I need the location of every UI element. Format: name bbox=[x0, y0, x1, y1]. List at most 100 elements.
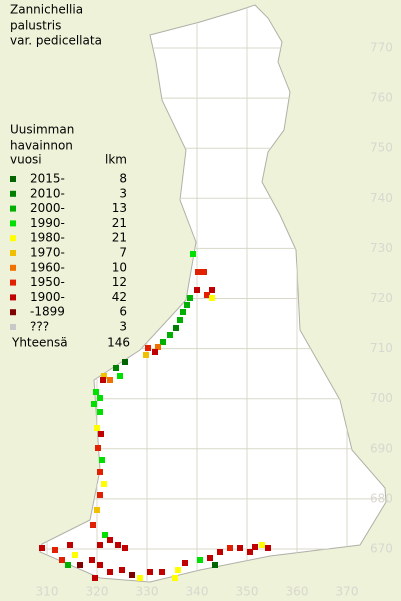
legend-label: 2000- bbox=[30, 201, 65, 215]
legend-count: 6 bbox=[119, 305, 127, 319]
legend-header: Uusimman bbox=[10, 123, 74, 137]
observation bbox=[180, 309, 186, 315]
legend-swatch bbox=[10, 176, 16, 182]
observation bbox=[91, 401, 97, 407]
observation bbox=[247, 549, 253, 555]
observation bbox=[145, 345, 151, 351]
observation bbox=[197, 557, 203, 563]
observation bbox=[187, 295, 193, 301]
y-grid-label: 730 bbox=[370, 241, 393, 255]
legend-swatch bbox=[10, 309, 16, 316]
observation bbox=[97, 542, 103, 548]
observation bbox=[265, 545, 271, 551]
legend-label: 2010- bbox=[30, 186, 65, 200]
y-grid-label: 750 bbox=[370, 141, 393, 155]
total: 146 bbox=[107, 336, 130, 350]
observation bbox=[101, 481, 107, 487]
observation bbox=[98, 431, 104, 437]
legend-swatch bbox=[10, 279, 16, 286]
x-grid-label: 360 bbox=[286, 585, 309, 599]
observation bbox=[209, 287, 215, 293]
legend-label: 1900- bbox=[30, 290, 65, 304]
observation bbox=[129, 572, 135, 578]
grid-labels: 310 320 330 340 350 360 3707707607507407307207… bbox=[36, 41, 393, 599]
x-grid-label: 330 bbox=[136, 585, 159, 599]
observation bbox=[107, 377, 113, 383]
observation bbox=[252, 544, 258, 550]
observation bbox=[175, 567, 181, 573]
observation bbox=[119, 567, 125, 573]
observation bbox=[182, 560, 188, 566]
legend-swatch bbox=[10, 190, 16, 197]
observation bbox=[177, 317, 183, 323]
observation bbox=[97, 395, 103, 401]
observation bbox=[94, 507, 100, 513]
x-grid-label: 320 bbox=[86, 585, 109, 599]
observation bbox=[172, 575, 178, 581]
observation bbox=[59, 557, 65, 563]
legend-count: 12 bbox=[112, 275, 127, 289]
observation bbox=[97, 562, 103, 568]
legend-count: 42 bbox=[112, 290, 127, 304]
observation bbox=[90, 522, 96, 528]
y-grid-label: 720 bbox=[370, 291, 393, 305]
legend-count: 8 bbox=[119, 172, 127, 186]
y-grid-label: 680 bbox=[370, 491, 393, 505]
observation bbox=[67, 542, 73, 548]
observation bbox=[97, 469, 103, 475]
observation bbox=[152, 349, 158, 355]
observation bbox=[115, 542, 121, 548]
observation bbox=[77, 562, 83, 568]
legend-label: 1950- bbox=[30, 275, 65, 289]
legend-swatch bbox=[10, 235, 16, 242]
total-label: Yhteensä bbox=[11, 336, 68, 350]
observation bbox=[194, 287, 200, 293]
observation bbox=[207, 555, 213, 561]
legend-label: 1970- bbox=[30, 246, 65, 260]
observation bbox=[147, 569, 153, 575]
title-line: Zannichellia bbox=[10, 3, 83, 17]
observation bbox=[204, 292, 210, 298]
legend-label: -1899 bbox=[30, 305, 65, 319]
observation bbox=[184, 302, 190, 308]
title-line: var. pedicellata bbox=[10, 34, 102, 48]
x-grid-label: 340 bbox=[186, 585, 209, 599]
legend-col: vuosi bbox=[10, 153, 42, 167]
legend-count: 21 bbox=[112, 216, 127, 230]
observation bbox=[122, 545, 128, 551]
observation bbox=[212, 562, 218, 568]
observation bbox=[89, 557, 95, 563]
observation bbox=[122, 359, 128, 365]
title-line: palustris bbox=[10, 19, 61, 33]
observation bbox=[95, 445, 101, 451]
observation bbox=[173, 325, 179, 331]
observation bbox=[39, 545, 45, 551]
observation bbox=[217, 549, 223, 555]
legend-swatch bbox=[10, 264, 16, 271]
observation bbox=[97, 409, 103, 415]
observation bbox=[195, 269, 201, 275]
legend-swatch bbox=[10, 250, 16, 256]
y-grid-label: 770 bbox=[370, 41, 393, 55]
observation bbox=[160, 339, 166, 345]
observation bbox=[155, 344, 161, 350]
y-grid-label: 670 bbox=[370, 542, 393, 556]
title: Zannichellia palustris var. pedicellata bbox=[10, 3, 102, 48]
legend-label: 1980- bbox=[30, 231, 65, 245]
observation bbox=[72, 552, 78, 558]
observation bbox=[52, 547, 58, 553]
legend-swatch bbox=[10, 205, 16, 212]
observation bbox=[137, 575, 143, 581]
y-grid-label: 740 bbox=[370, 191, 393, 205]
legend-count: 7 bbox=[119, 246, 127, 260]
observation bbox=[99, 457, 105, 463]
observations bbox=[39, 251, 271, 581]
observation bbox=[237, 545, 243, 551]
legend-count: 13 bbox=[112, 201, 127, 215]
observation bbox=[101, 373, 107, 379]
legend-count: 3 bbox=[119, 320, 127, 334]
observation bbox=[190, 251, 196, 257]
y-grid-label: 690 bbox=[370, 441, 393, 455]
legend-swatch bbox=[10, 324, 16, 330]
